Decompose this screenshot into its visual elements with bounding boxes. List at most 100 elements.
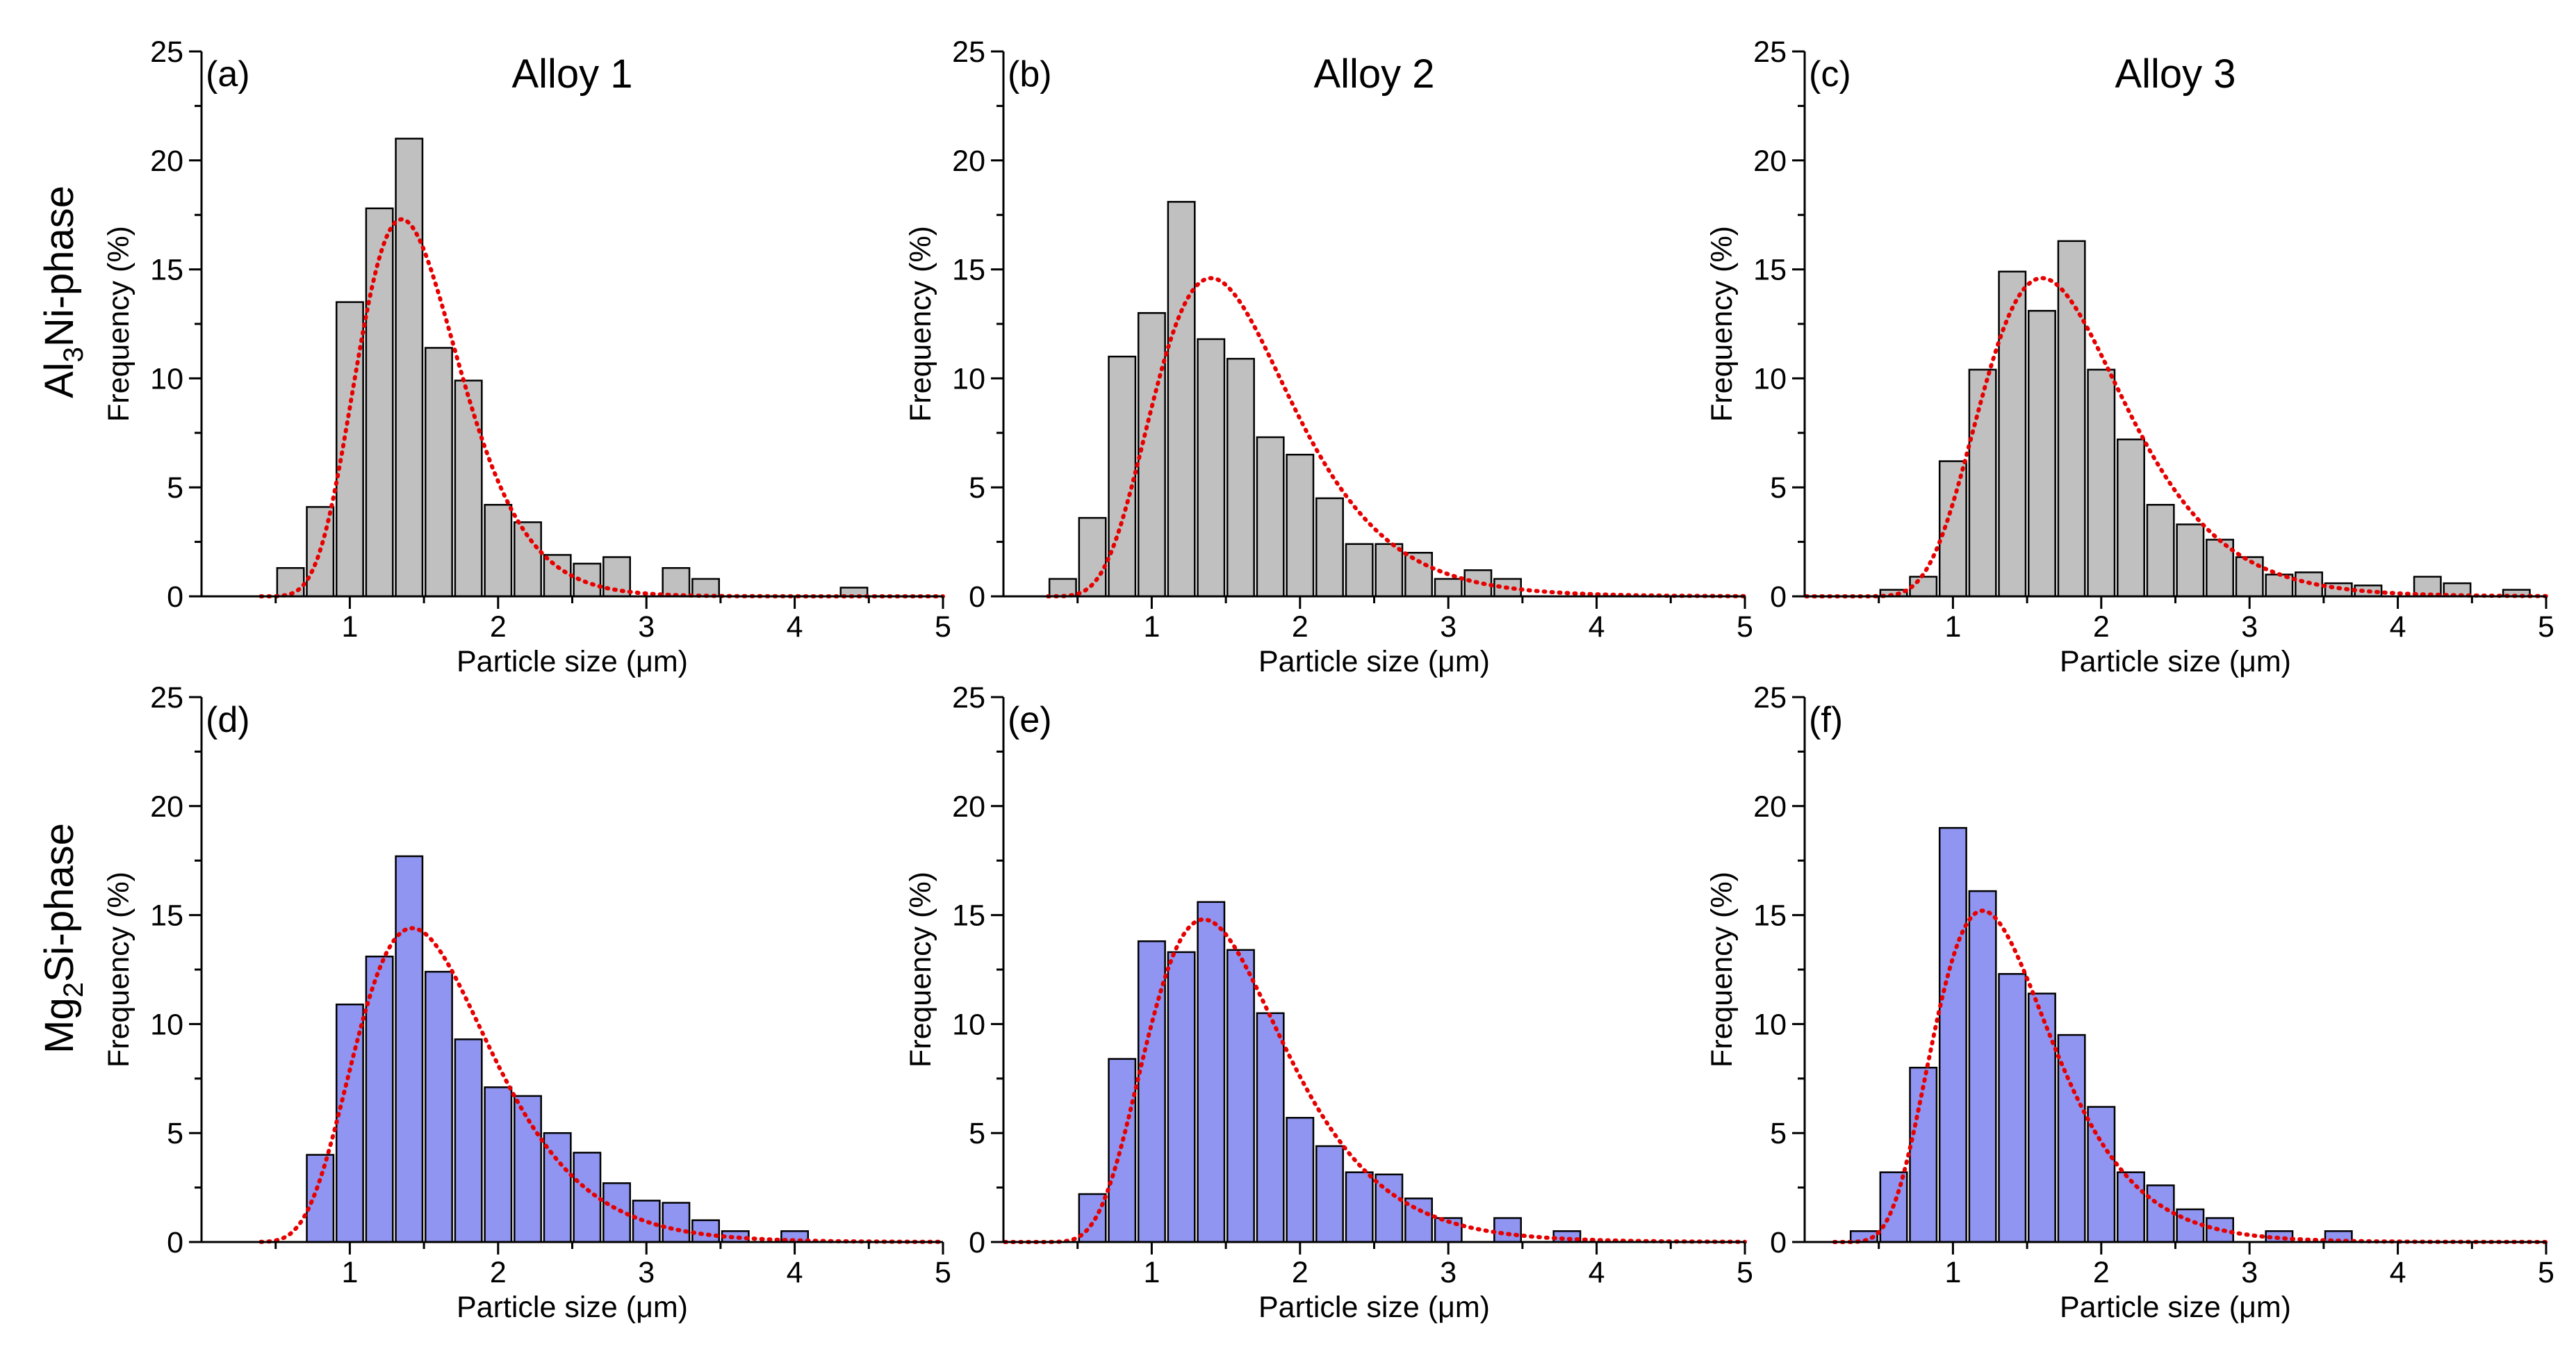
bar-e-3 — [1167, 951, 1196, 1243]
bar-e-2 — [1137, 940, 1166, 1243]
bar-b-2 — [1108, 355, 1137, 598]
y-tick-label-e: 15 — [952, 899, 985, 933]
bar-b-3 — [1137, 312, 1166, 598]
bar-d-12 — [662, 1202, 691, 1243]
y-tick-label-e: 20 — [952, 790, 985, 824]
panel-label-c: (c) — [1809, 54, 1851, 95]
bar-f-4 — [1968, 890, 1997, 1243]
x-tick-label-e: 5 — [1737, 1256, 1753, 1289]
y-tick-label-b: 20 — [952, 145, 985, 178]
row-label-top: Al3Ni-phase — [37, 186, 89, 398]
x-tick-label-c: 5 — [2538, 610, 2554, 644]
y-tick-label-f: 5 — [1770, 1117, 1787, 1150]
chart-panel-d: 0 5 10 15 20 25 1 2 3 4 5 Particle size (μm) Frequen… — [102, 681, 951, 1324]
x-axis-title-e: Particle size (μm) — [1258, 1291, 1490, 1324]
panel-title-b: Alloy 2 — [1313, 51, 1434, 97]
x-tick-label-a: 3 — [638, 610, 655, 644]
x-tick-label-b: 5 — [1737, 610, 1753, 644]
y-axis-title-a: Frequency (%) — [102, 226, 136, 422]
x-tick-label-a: 4 — [787, 610, 803, 644]
y-tick-label-a: 10 — [150, 362, 183, 395]
panel-label-b: (b) — [1008, 54, 1052, 95]
bar-c-6 — [2057, 240, 2086, 598]
bar-d-9 — [573, 1152, 602, 1243]
bar-f-9 — [2117, 1171, 2145, 1243]
bar-b-7 — [1256, 436, 1285, 598]
bar-f-10 — [2146, 1184, 2175, 1243]
x-tick-label-e: 3 — [1440, 1256, 1457, 1289]
bar-f-2 — [1909, 1066, 1938, 1243]
bar-b-11 — [1375, 543, 1404, 598]
bar-f-7 — [2057, 1034, 2086, 1243]
bar-a-13 — [662, 566, 691, 598]
y-tick-label-a: 5 — [167, 471, 183, 505]
x-tick-label-a: 2 — [490, 610, 507, 644]
svg-text:Mg2Si-phase: Mg2Si-phase — [37, 823, 89, 1054]
y-tick-label-c: 5 — [1770, 471, 1787, 505]
bar-c-18 — [2413, 575, 2442, 598]
bar-e-7 — [1286, 1116, 1315, 1243]
fit-curve-e — [1003, 917, 1747, 1244]
bar-f-5 — [1998, 973, 2027, 1243]
bar-e-8 — [1315, 1145, 1344, 1243]
x-tick-label-f: 5 — [2538, 1256, 2554, 1289]
fit-curve-b — [1046, 276, 1747, 598]
bar-e-1 — [1108, 1058, 1137, 1243]
bar-a-6 — [454, 379, 483, 598]
x-tick-label-c: 3 — [2241, 610, 2258, 644]
x-tick-label-d: 4 — [787, 1256, 803, 1289]
bar-a-5 — [424, 347, 453, 598]
y-tick-label-d: 15 — [150, 899, 183, 933]
x-tick-label-c: 2 — [2093, 610, 2110, 644]
x-tick-label-b: 4 — [1589, 610, 1605, 644]
chart-panel-a: 0 5 10 15 20 25 1 2 3 4 5 Particle size (μm) Frequen… — [102, 35, 951, 678]
bar-e-5 — [1226, 949, 1255, 1243]
bar-e-6 — [1256, 1012, 1285, 1243]
x-axis-title-a: Particle size (μm) — [457, 645, 688, 678]
x-tick-label-f: 2 — [2093, 1256, 2110, 1289]
bar-c-5 — [2027, 309, 2056, 598]
bar-a-8 — [514, 521, 542, 598]
y-tick-label-f: 10 — [1753, 1008, 1787, 1041]
y-tick-label-d: 20 — [150, 790, 183, 824]
y-tick-label-a: 20 — [150, 145, 183, 178]
y-tick-label-a: 0 — [167, 580, 183, 614]
bar-c-11 — [2206, 539, 2234, 598]
bar-c-10 — [2176, 523, 2205, 598]
x-tick-label-a: 1 — [341, 610, 358, 644]
x-tick-label-d: 5 — [935, 1256, 951, 1289]
bar-f-3 — [1938, 826, 1967, 1243]
y-axis-title-d: Frequency (%) — [102, 872, 136, 1068]
bar-e-11 — [1404, 1198, 1433, 1243]
x-tick-label-b: 3 — [1440, 610, 1457, 644]
x-tick-label-c: 1 — [1944, 610, 1961, 644]
bar-d-2 — [365, 955, 394, 1243]
bar-b-8 — [1286, 453, 1315, 598]
y-tick-label-c: 20 — [1753, 145, 1787, 178]
y-tick-label-e: 5 — [969, 1117, 985, 1150]
bar-c-9 — [2146, 504, 2175, 598]
x-tick-label-f: 4 — [2390, 1256, 2406, 1289]
y-tick-label-f: 20 — [1753, 790, 1787, 824]
bar-d-4 — [424, 970, 453, 1243]
x-tick-label-e: 2 — [1292, 1256, 1308, 1289]
y-tick-label-d: 0 — [167, 1226, 183, 1259]
panel-label-a: (a) — [206, 54, 250, 95]
y-tick-label-c: 25 — [1753, 35, 1787, 69]
bar-f-12 — [2206, 1217, 2234, 1243]
bar-b-4 — [1167, 201, 1196, 598]
panel-label-e: (e) — [1008, 700, 1052, 740]
bar-d-13 — [691, 1219, 721, 1243]
y-tick-label-f: 0 — [1770, 1226, 1787, 1259]
bar-b-5 — [1197, 338, 1226, 598]
x-axis-title-f: Particle size (μm) — [2060, 1291, 2291, 1324]
bar-f-6 — [2027, 993, 2056, 1243]
x-tick-label-e: 1 — [1143, 1256, 1160, 1289]
panel-title-c: Alloy 3 — [2115, 51, 2235, 97]
y-tick-label-f: 25 — [1753, 681, 1787, 714]
x-tick-label-e: 4 — [1589, 1256, 1605, 1289]
y-axis-title-b: Frequency (%) — [904, 226, 937, 422]
